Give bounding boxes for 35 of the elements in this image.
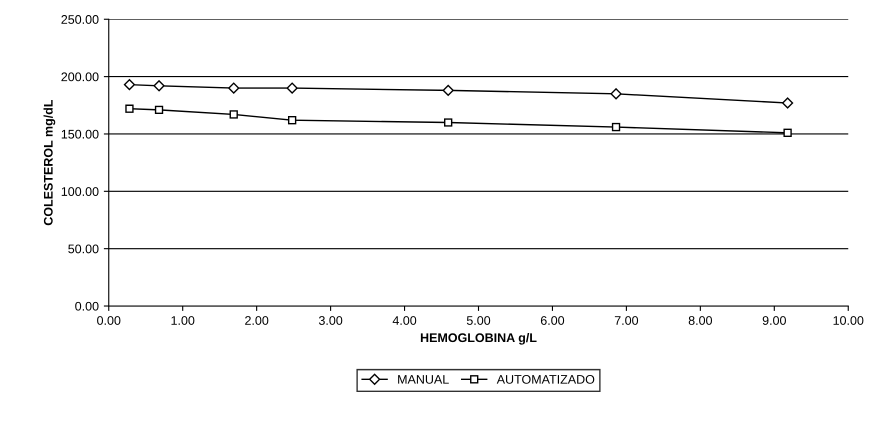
point: [288, 116, 296, 124]
point: [124, 79, 136, 90]
x-tick-label: 1.00: [171, 316, 194, 325]
point: [230, 110, 238, 119]
x-tick-label: 5.00: [466, 316, 490, 325]
y-tick-label: 200.00: [61, 72, 99, 82]
point: [783, 128, 792, 137]
y-tick-label: 0.00: [75, 302, 99, 311]
point: [444, 118, 452, 127]
point: [612, 122, 620, 132]
y-tick-label: 250.00: [61, 15, 99, 24]
point: [610, 88, 622, 100]
y-tick-label: 50.00: [68, 244, 99, 254]
x-tick-label: 3.00: [318, 316, 342, 325]
x-axis-title: HEMOGLOBINA g/L: [420, 332, 537, 345]
x-tick-label: 4.00: [392, 316, 416, 325]
legend-label: AUTOMATIZADO: [496, 374, 594, 384]
y-tick-label: 100.00: [62, 187, 99, 196]
x-tick-label: 8.00: [688, 316, 712, 325]
point: [125, 104, 134, 113]
point: [153, 80, 165, 92]
point: [286, 82, 298, 94]
point: [154, 106, 164, 114]
x-tick-label: 7.00: [614, 316, 638, 325]
y-axis-title: COLESTEROL mg/dL: [44, 100, 56, 226]
point: [228, 82, 240, 94]
x-tick-label: 6.00: [540, 316, 564, 325]
legend-label: MANUAL: [398, 375, 449, 384]
x-tick-label: 10.00: [834, 316, 864, 325]
x-tick-label: 2.00: [245, 316, 268, 325]
y-tick-label: 150.00: [62, 130, 99, 139]
point: [782, 97, 794, 109]
point: [442, 84, 454, 96]
x-tick-label: 0.00: [97, 316, 120, 325]
x-tick-label: 9.00: [762, 316, 786, 325]
